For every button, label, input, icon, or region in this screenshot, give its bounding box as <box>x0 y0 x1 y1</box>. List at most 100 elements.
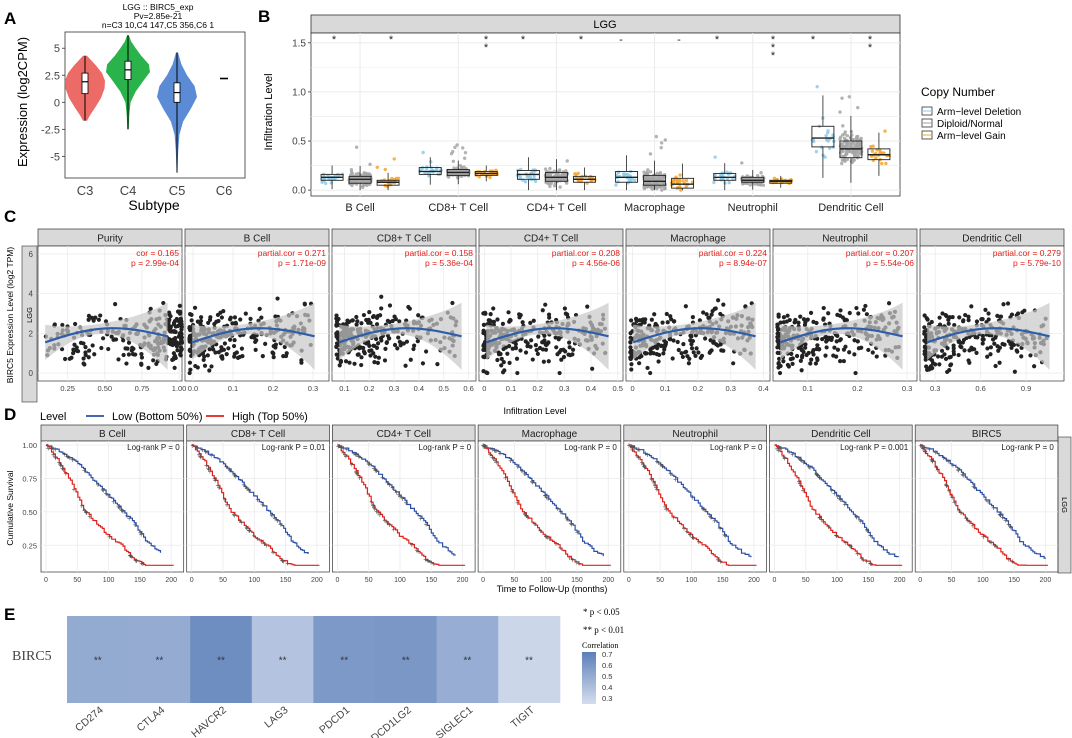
km-censor-mark: + <box>120 506 125 515</box>
panel-c-cor-label: partial.cor = 0.271 <box>258 248 327 258</box>
scatter-point-macrophage <box>703 336 708 341</box>
scatter-point-purity <box>151 358 156 363</box>
panel-b-plot: 0.0 0.5 1.0 1.5 B Cell CD8+ T Cell CD4+ T Cell… <box>292 32 901 214</box>
heatmap-col-label-tigit: TIGIT <box>509 704 538 731</box>
box-point <box>396 176 401 180</box>
scatter-point-neutrophil <box>838 358 843 364</box>
panel-c-cor-label: partial.cor = 0.224 <box>699 248 768 258</box>
km-censor-mark: + <box>965 516 970 525</box>
km-censor-mark: + <box>232 511 237 520</box>
box-point <box>678 173 682 177</box>
panel-b-ylabel: Infiltration Level <box>263 73 275 150</box>
km-censor-mark: + <box>61 465 66 474</box>
km-censor-mark: + <box>429 558 434 567</box>
scatter-point-cd4-t-cell <box>533 342 538 348</box>
box-point <box>772 176 777 181</box>
box-point <box>663 185 667 190</box>
km-censor-mark: + <box>864 557 869 566</box>
panel-b-boxplot-chart: LGG Infiltration Level Copy Number Arm−l… <box>263 14 1021 151</box>
legend-gain-label: Arm−level Gain <box>937 131 1006 142</box>
scatter-point-neutrophil <box>853 370 858 376</box>
scatter-point-dendritic-cell <box>945 346 950 351</box>
panel-d-pvalue-macrophage: Log-rank P = 0 <box>564 443 617 452</box>
km-censor-mark: + <box>543 492 548 501</box>
km-censor-mark: + <box>558 508 563 517</box>
km-censor-mark: + <box>209 451 214 460</box>
km-curve-high <box>483 444 611 566</box>
scatter-point-purity <box>179 319 184 324</box>
km-curve-low <box>46 444 162 553</box>
box-point <box>642 186 647 191</box>
scatter-point-macrophage <box>676 347 681 353</box>
scatter-point-neutrophil <box>808 310 814 316</box>
scatter-point-cd8-t-cell <box>354 314 359 320</box>
scatter-point-cd4-t-cell <box>507 360 512 365</box>
box-point <box>548 173 552 178</box>
scatter-point-cd4-t-cell <box>501 346 506 352</box>
scatter-point-purity <box>72 342 77 347</box>
km-censor-mark: + <box>645 450 650 459</box>
scatter-point-purity <box>60 322 65 328</box>
scatter-point-b-cell <box>188 367 193 372</box>
km-censor-mark: + <box>636 445 641 454</box>
km-curve-high <box>628 444 757 566</box>
km-censor-mark: + <box>357 452 362 461</box>
scatter-point-cd4-t-cell <box>540 308 545 313</box>
km-censor-mark: + <box>66 453 71 462</box>
scatter-point-dendritic-cell <box>922 344 928 349</box>
scatter-point-purity <box>139 351 144 357</box>
box-point <box>646 168 650 172</box>
scatter-point-cd8-t-cell <box>450 300 455 306</box>
box-point <box>558 168 562 172</box>
scatter-point-cd4-t-cell <box>496 352 502 357</box>
scatter-point-cd8-t-cell <box>407 306 412 311</box>
heatmap-row-label: BIRC5 <box>12 649 52 664</box>
km-censor-mark: + <box>642 462 647 471</box>
scatter-point-b-cell <box>208 315 213 320</box>
km-censor-mark: + <box>641 460 646 469</box>
scatter-point-neutrophil <box>870 350 875 355</box>
box-point <box>855 141 860 146</box>
box-point <box>847 95 852 99</box>
km-censor-mark: + <box>814 470 819 479</box>
box-point <box>488 175 492 180</box>
heatmap-cell-lag3 <box>251 616 314 703</box>
scatter-point-neutrophil <box>847 310 852 316</box>
panel-c-p-label: p = 8.94e-07 <box>719 258 767 268</box>
box-point <box>555 172 560 176</box>
km-censor-mark: + <box>701 504 706 513</box>
panel-c-cor-label: partial.cor = 0.208 <box>552 248 621 258</box>
box-dendritic-cell <box>811 125 835 148</box>
panel-c-xtick-label: 0.4 <box>758 384 768 393</box>
scatter-point-macrophage <box>689 342 694 347</box>
km-censor-mark: + <box>356 452 361 461</box>
scatter-point-b-cell <box>263 341 268 347</box>
scatter-point-cd4-t-cell <box>546 340 551 345</box>
km-censor-mark: + <box>991 503 996 512</box>
km-censor-mark: + <box>526 513 531 522</box>
panel-d-xtick-label: 50 <box>656 577 664 584</box>
scatter-point-b-cell <box>219 354 224 359</box>
scatter-point-b-cell <box>195 365 200 370</box>
panel-c-strip-label-cd4-t-cell: CD4+ T Cell <box>524 234 578 245</box>
panel-b-xtick-macrophage: Macrophage <box>624 202 685 214</box>
panel-letter-c: C <box>4 207 16 226</box>
km-censor-mark: + <box>273 514 278 523</box>
panel-c-ytick-label: 4 <box>29 290 34 299</box>
box-point <box>849 129 854 134</box>
km-censor-mark: + <box>491 454 496 463</box>
panel-d-xtick-label: 150 <box>717 577 729 584</box>
scatter-point-macrophage <box>693 353 698 358</box>
km-censor-mark: + <box>929 455 934 464</box>
km-censor-mark: + <box>696 537 701 546</box>
scatter-point-macrophage <box>710 308 715 314</box>
km-censor-mark: + <box>821 517 826 526</box>
panel-b-ytick-label: 1.0 <box>292 87 306 98</box>
scatter-point-cd8-t-cell <box>435 362 440 367</box>
km-censor-mark: + <box>627 441 632 450</box>
heatmap-col-label-havcr2: HAVCR2 <box>189 704 229 738</box>
km-censor-mark: + <box>492 446 497 455</box>
scatter-point-dendritic-cell <box>974 350 979 355</box>
km-censor-mark: + <box>371 501 376 510</box>
